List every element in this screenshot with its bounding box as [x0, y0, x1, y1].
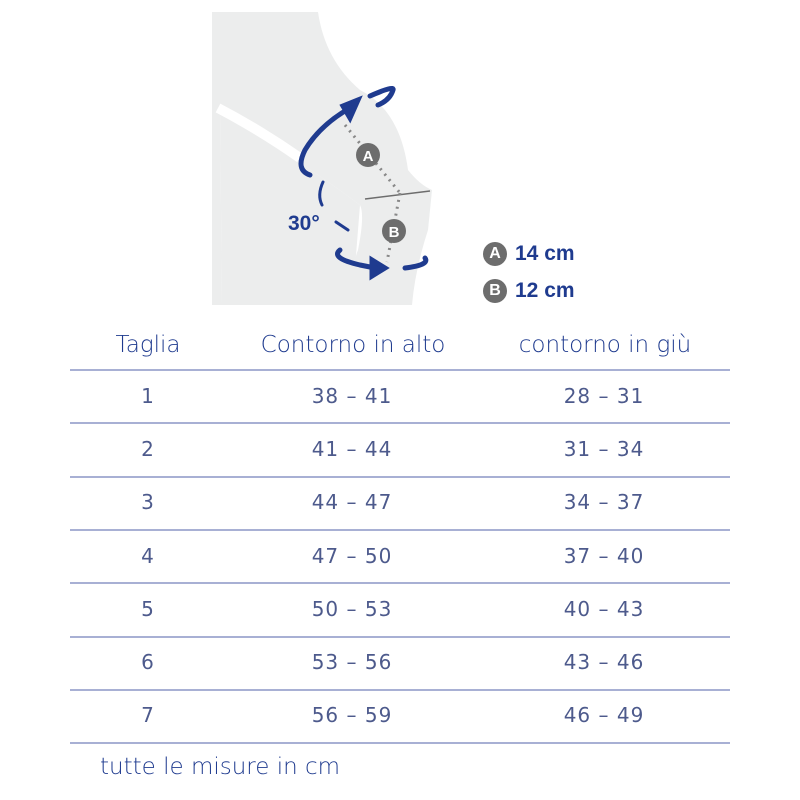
- legend-value-a: 14 cm: [515, 242, 575, 265]
- table-divider: [70, 476, 730, 478]
- marker-b-icon: B: [382, 219, 406, 243]
- table-divider: [70, 636, 730, 638]
- arrow-lower-icon: [335, 247, 429, 281]
- table-divider: [70, 369, 730, 371]
- marker-b-badge: B: [483, 279, 507, 303]
- lower-range-cell: 28 – 31: [563, 383, 645, 408]
- lower-range-cell: 34 – 37: [563, 490, 645, 515]
- lower-range-cell: 40 – 43: [563, 596, 645, 621]
- angle-label: 30°: [288, 212, 320, 235]
- lower-range-cell: 31 – 34: [563, 436, 645, 461]
- table-divider: [70, 529, 730, 531]
- table-divider: [70, 689, 730, 691]
- table-divider: [70, 422, 730, 424]
- upper-range-cell: 56 – 59: [311, 703, 393, 728]
- size-cell: 2: [141, 436, 155, 461]
- size-cell: 1: [141, 383, 155, 408]
- lower-range-cell: 43 – 46: [563, 650, 645, 675]
- svg-text:B: B: [389, 224, 400, 241]
- knee-measurement-illustration: 30° A B: [212, 12, 432, 305]
- size-cell: 6: [141, 650, 155, 675]
- size-cell: 7: [141, 703, 155, 728]
- legend-value-b: 12 cm: [515, 279, 575, 302]
- size-cell: 3: [141, 490, 155, 515]
- upper-range-cell: 44 – 47: [311, 490, 393, 515]
- table-divider: [70, 742, 730, 744]
- upper-range-cell: 53 – 56: [311, 650, 393, 675]
- size-cell: 5: [141, 596, 155, 621]
- header-size: Taglia: [115, 332, 181, 358]
- marker-a-icon: A: [356, 143, 380, 167]
- header-lower-circumference: contorno in giù: [518, 332, 692, 358]
- footnote: tutte le misure in cm: [100, 754, 341, 780]
- marker-a-badge: A: [483, 242, 507, 266]
- header-upper-circumference: Contorno in alto: [260, 332, 446, 358]
- size-cell: 4: [141, 543, 155, 568]
- legend-item-b: B 12 cm: [483, 279, 575, 303]
- lower-range-cell: 46 – 49: [563, 703, 645, 728]
- upper-range-cell: 50 – 53: [311, 596, 393, 621]
- knee-line: [364, 190, 431, 200]
- arrow-upper-icon: [298, 86, 396, 178]
- upper-range-cell: 41 – 44: [311, 436, 393, 461]
- upper-range-cell: 47 – 50: [311, 543, 393, 568]
- angle-arc-icon: [318, 180, 350, 232]
- upper-range-cell: 38 – 41: [311, 383, 393, 408]
- table-divider: [70, 582, 730, 584]
- legend-item-a: A 14 cm: [483, 242, 575, 266]
- leg-silhouette: [212, 12, 432, 305]
- svg-text:A: A: [363, 148, 374, 165]
- lower-range-cell: 37 – 40: [563, 543, 645, 568]
